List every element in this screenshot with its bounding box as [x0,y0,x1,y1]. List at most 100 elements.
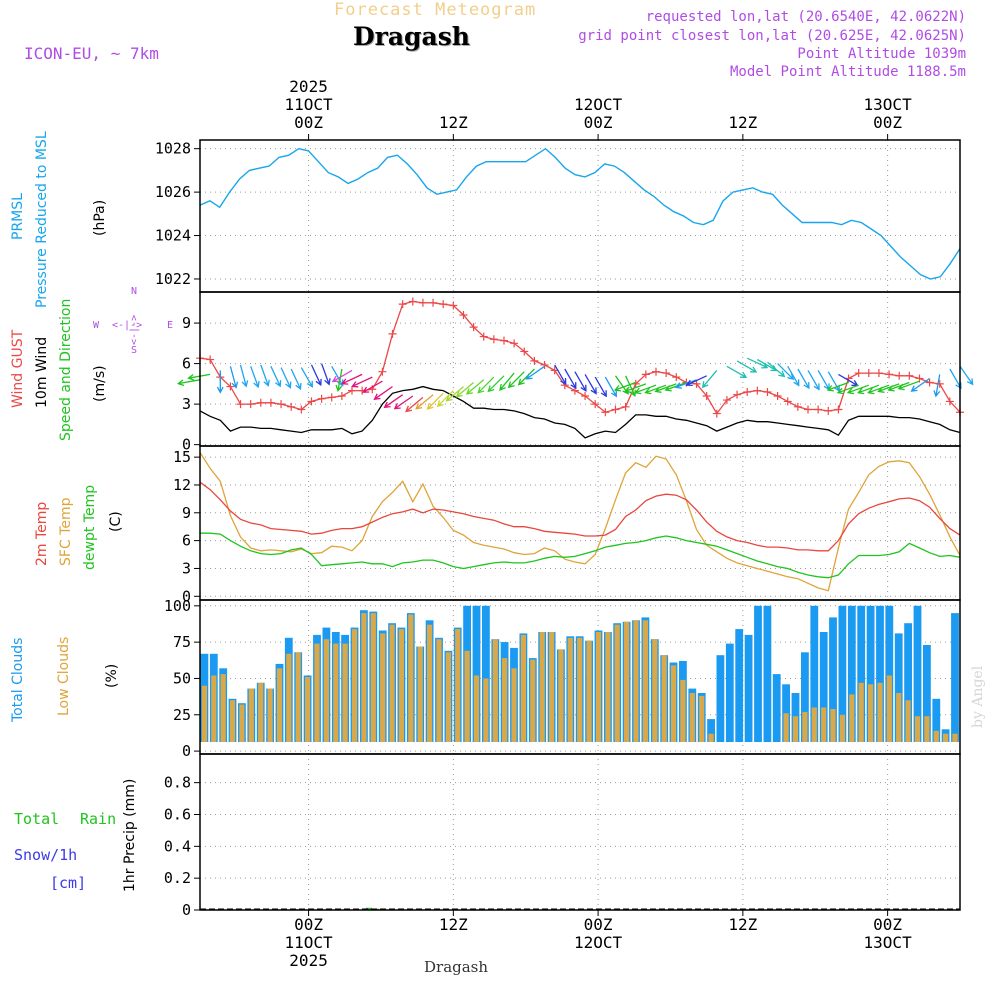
wind-arrow-53 [736,360,758,373]
precip-ytick-label-1: 0.2 [164,869,191,887]
low-cloud-bar-66 [821,707,827,742]
low-cloud-bar-29 [473,675,480,742]
wind-arrow-43 [613,381,636,392]
temp-label-dewpt: dewpt Temp [82,484,98,570]
gust-marker-53 [733,390,742,399]
low-cloud-bar-42 [595,632,602,742]
wind-arrow-33 [517,368,535,386]
top-time-label-4-1: 00Z [873,113,902,132]
gust-marker-72 [925,378,934,387]
gust-marker-31 [510,339,519,348]
wind-arrow-25 [436,390,454,408]
precip-label-snow: Snow/1h [14,846,78,864]
total-cloud-bar-59 [754,605,762,742]
total-cloud-bar-76 [913,605,922,742]
gust-marker-27 [469,323,478,332]
wind-arrow-11 [310,364,322,387]
clouds-label-unit: (%) [104,663,120,688]
wind-arrow-57 [777,363,795,381]
low-cloud-bar-33 [511,668,517,742]
total-cloud-bar-55 [716,655,725,742]
gust-marker-66 [864,369,873,378]
precip-ytick-label-2: 0.4 [164,837,191,855]
temp-ytick-label-3: 9 [182,504,191,522]
total-cloud-bar-56 [725,643,734,742]
compass-n: N [131,286,138,297]
wind-arrow-68 [867,384,890,395]
gust-marker-22 [418,298,427,307]
pressure-line [199,147,961,280]
gust-marker-28 [479,332,488,341]
low-cloud-bar-39 [567,637,573,742]
low-cloud-bar-53 [699,695,705,742]
gust-marker-15 [348,386,356,395]
low-cloud-bar-76 [914,716,921,742]
wind-arrow-59 [797,368,810,390]
total-cloud-bar-29 [472,605,481,742]
wind-arrow-17 [351,376,373,388]
wind-arrow-46 [644,384,667,395]
total-cloud-bar-57 [735,629,744,742]
gust-marker-59 [793,402,802,411]
wind-arrow-66 [846,384,870,395]
total-cloud-bar-60 [763,605,772,742]
temp-ytick-label-5: 15 [173,448,191,466]
precip-frame [199,753,961,911]
gust-marker-61 [814,405,823,414]
total-cloud-bar-68 [838,605,847,742]
gust-marker-70 [905,371,914,380]
gust-marker-19 [388,329,397,338]
gust-marker-34 [540,360,549,369]
precip-label-cm: [cm] [50,874,87,892]
page-title: Dragash [353,22,470,51]
model-label: ICON-EU, ~ 7km [24,44,159,63]
compass-w: W [93,320,100,331]
dewpt-line [200,532,961,579]
wind-arrow-75 [959,365,974,386]
gust-marker-50 [702,392,711,401]
wind-arrow-30 [487,375,505,393]
gust-marker-68 [885,370,894,379]
wind-arrow-7 [270,366,282,388]
grid-lines [200,140,960,911]
low-cloud-bar-7 [267,688,273,742]
gust-marker-41 [611,405,620,414]
gust-marker-23 [429,298,438,307]
wind-arrow-6 [260,364,270,387]
wind-arrow-64 [826,381,849,392]
gust-marker-63 [834,405,843,414]
clouds-ytick-label-0: 0 [182,742,191,760]
temp-label-unit: (C) [108,511,124,532]
pressure-label-unit: (hPa) [92,199,108,236]
gust-marker-26 [459,310,468,319]
total-cloud-bar-74 [894,633,903,742]
wind-arrow-58 [787,365,800,387]
low-cloud-bar-32 [502,658,508,742]
low-cloud-bar-68 [839,714,845,742]
low-cloud-bar-23 [417,646,423,742]
gust-marker-38 [581,392,590,401]
low-cloud-bar-47 [642,620,648,742]
bottom-time-label-4-0: 00Z [873,915,902,934]
low-cloud-bar-25 [436,639,442,742]
wind-arrow-39 [594,376,607,398]
bottom-time-label-3-0: 12Z [728,915,757,934]
top-time-label-0-2: 00Z [294,113,323,132]
gust-marker-54 [743,387,752,396]
top-time-label-3-0: 12Z [728,113,757,132]
compass-s: S [131,345,138,356]
wind-arrow-9 [290,368,302,391]
wind-arrow-69 [877,383,900,393]
clouds-ytick-label-4: 100 [164,597,191,615]
gust-marker-57 [773,392,782,401]
wind-arrow-49 [674,379,697,389]
gust-marker-60 [804,405,812,414]
gust-marker-73 [935,379,944,388]
low-cloud-bar-46 [633,620,639,742]
total-cloud-bar-80 [951,613,959,742]
pressure-ytick-label-1: 1024 [155,227,191,245]
total-cloud-bar-54 [707,719,715,742]
low-cloud-bar-77 [924,716,930,742]
low-cloud-bar-37 [549,632,555,742]
low-cloud-bar-54 [708,733,714,742]
